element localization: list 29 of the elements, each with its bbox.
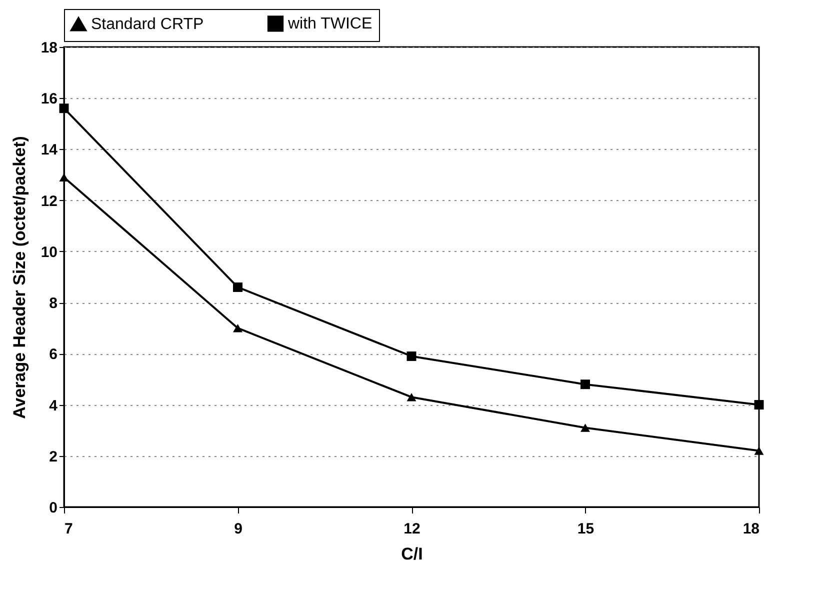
y-tick-label: 6: [49, 346, 58, 364]
point: [580, 424, 590, 432]
x-tick-label: 9: [234, 520, 242, 538]
y-tick-label: 16: [40, 90, 58, 108]
x-tick-label: 18: [742, 520, 760, 538]
point: [59, 173, 69, 182]
y-tick-label: 2: [49, 448, 58, 466]
x-tick-label: 12: [404, 520, 420, 538]
x-tick-label: 7: [64, 520, 73, 538]
point: [59, 104, 69, 114]
y-tick-label: 14: [40, 142, 58, 159]
y-tick-label: 8: [49, 295, 58, 312]
point: [406, 393, 416, 402]
legend-label: with TWICE: [287, 16, 372, 33]
point: [406, 351, 416, 361]
x-tick-label: 15: [577, 520, 594, 538]
point: [233, 282, 242, 292]
y-tick-label: 4: [49, 397, 58, 414]
legend-label: Standard CRTP: [91, 16, 204, 34]
y-tick-label: 12: [40, 192, 58, 210]
x-axis-title: C/I: [401, 544, 423, 564]
point: [754, 446, 764, 455]
point: [233, 324, 242, 332]
point: [580, 380, 590, 390]
point: [754, 400, 764, 410]
y-tick-label: 18: [40, 40, 58, 56]
y-tick-label: 0: [49, 500, 58, 516]
y-tick-label: 10: [40, 244, 58, 261]
y-axis-title: Average Header Size (octet/packet): [10, 136, 29, 419]
